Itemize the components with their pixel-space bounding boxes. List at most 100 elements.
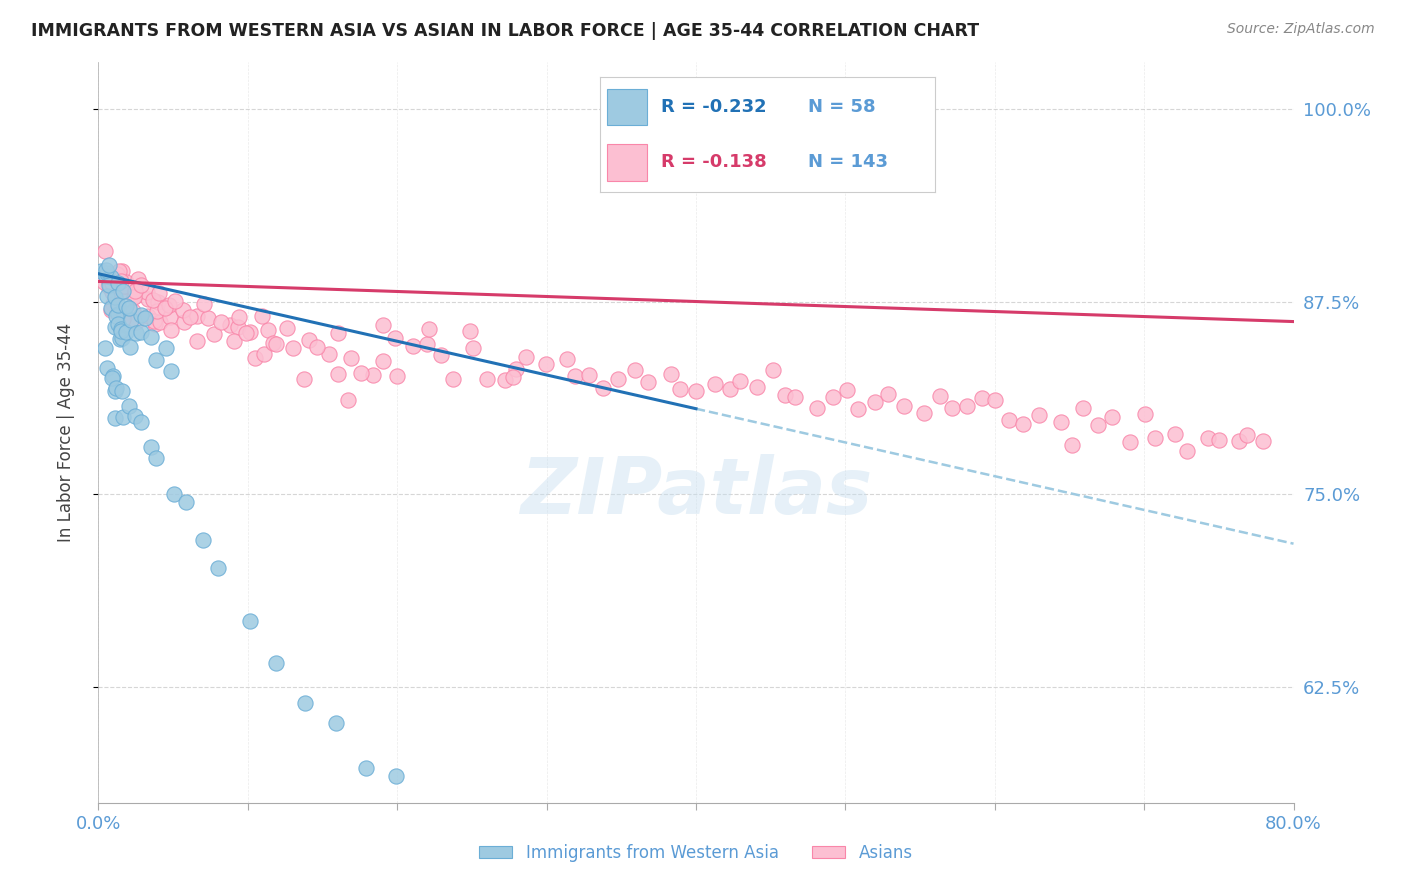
Point [107, 317, 129, 331]
Point [350, 366, 373, 380]
Point [100, 302, 122, 317]
Point [846, 402, 869, 417]
Point [136, 310, 159, 324]
Point [100, 370, 122, 384]
Point [669, 382, 692, 396]
Point [111, 409, 134, 424]
Point [120, 313, 142, 327]
Point [292, 372, 315, 386]
Point [94, 268, 117, 283]
Point [863, 395, 886, 409]
Point [124, 289, 146, 303]
Point [110, 275, 132, 289]
Point [564, 369, 586, 384]
Point [114, 306, 136, 320]
Point [239, 614, 262, 628]
Point [97, 279, 120, 293]
Point [115, 275, 138, 289]
Point [893, 400, 915, 414]
Point [1119, 435, 1142, 450]
Point [98, 279, 121, 293]
Point [104, 279, 127, 293]
Point [134, 310, 156, 325]
Point [179, 310, 201, 324]
Point [141, 329, 163, 343]
Point [418, 322, 440, 336]
Point [112, 311, 135, 326]
Point [155, 341, 177, 355]
Point [107, 308, 129, 322]
Point [111, 331, 134, 345]
Point [145, 353, 167, 368]
Point [257, 322, 280, 336]
Point [624, 363, 647, 377]
Point [243, 351, 266, 366]
Point [264, 657, 287, 671]
Text: Source: ZipAtlas.com: Source: ZipAtlas.com [1227, 22, 1375, 37]
Point [1197, 431, 1219, 445]
Point [298, 333, 321, 347]
Point [384, 331, 406, 345]
Point [340, 351, 363, 365]
Point [326, 367, 349, 381]
Point [146, 304, 169, 318]
Point [157, 298, 180, 312]
Point [90, 263, 112, 277]
Point [104, 290, 127, 304]
Point [122, 304, 145, 318]
Point [186, 334, 208, 348]
Point [94, 262, 117, 277]
Point [122, 290, 145, 304]
Text: IMMIGRANTS FROM WESTERN ASIA VS ASIAN IN LABOR FORCE | AGE 35-44 CORRELATION CHA: IMMIGRANTS FROM WESTERN ASIA VS ASIAN IN… [31, 22, 979, 40]
Point [114, 326, 136, 340]
Point [1236, 428, 1258, 442]
Point [124, 284, 146, 298]
Point [110, 274, 132, 288]
Point [659, 368, 682, 382]
Point [637, 376, 659, 390]
Point [1208, 433, 1230, 447]
Point [96, 266, 118, 280]
Point [475, 372, 498, 386]
Point [262, 336, 284, 351]
Point [1050, 415, 1073, 429]
Point [114, 279, 136, 293]
Legend: Immigrants from Western Asia, Asians: Immigrants from Western Asia, Asians [472, 838, 920, 869]
Point [172, 302, 194, 317]
Point [1011, 417, 1033, 431]
Point [325, 715, 347, 730]
Point [305, 341, 328, 355]
Point [402, 339, 425, 353]
Point [239, 326, 262, 340]
Point [806, 401, 828, 416]
Point [318, 347, 340, 361]
Point [928, 389, 950, 403]
Point [607, 372, 630, 386]
Point [294, 696, 316, 710]
Point [209, 315, 232, 329]
Point [155, 301, 177, 315]
Point [415, 337, 437, 351]
Point [98, 275, 121, 289]
Point [515, 350, 537, 364]
Point [186, 309, 208, 323]
Point [361, 368, 384, 382]
Point [129, 415, 152, 429]
Point [555, 352, 578, 367]
Point [578, 368, 600, 382]
Point [235, 326, 257, 340]
Point [264, 337, 287, 351]
Point [173, 315, 195, 329]
Point [111, 284, 134, 298]
Point [373, 354, 395, 368]
Point [1164, 426, 1187, 441]
Point [104, 319, 127, 334]
Point [955, 399, 977, 413]
Point [207, 560, 229, 574]
Point [117, 301, 139, 315]
Point [998, 413, 1021, 427]
Point [142, 293, 165, 308]
Point [148, 295, 170, 310]
Point [135, 285, 157, 300]
Point [685, 384, 707, 398]
